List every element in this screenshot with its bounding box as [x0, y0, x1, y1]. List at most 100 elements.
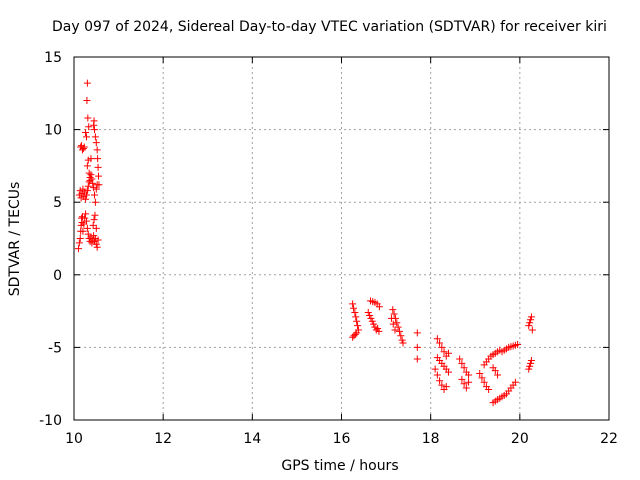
data-point	[79, 185, 87, 193]
data-point	[81, 214, 89, 222]
data-point	[74, 245, 82, 253]
data-point	[83, 162, 91, 170]
data-point	[368, 317, 376, 325]
data-point	[93, 243, 101, 251]
data-point	[445, 368, 452, 376]
data-point	[351, 330, 359, 338]
data-point	[84, 114, 92, 122]
data-point	[460, 364, 468, 372]
data-point	[90, 117, 98, 125]
data-point	[91, 191, 99, 199]
y-tick-label: -10	[39, 413, 62, 429]
data-point	[494, 371, 502, 379]
data-point	[442, 383, 450, 391]
data-point	[445, 349, 452, 357]
data-point	[440, 348, 448, 356]
data-point	[375, 303, 383, 311]
data-point	[391, 326, 399, 334]
data-point	[353, 317, 361, 325]
data-point	[399, 339, 407, 347]
data-point	[527, 356, 535, 364]
data-point	[528, 326, 536, 334]
data-point	[491, 367, 499, 375]
data-point	[89, 221, 97, 229]
x-axis-label: GPS time / hours	[281, 458, 398, 474]
data-point	[91, 198, 99, 206]
data-point	[87, 171, 95, 179]
data-point	[485, 386, 493, 394]
grid	[74, 57, 609, 420]
data-point	[85, 235, 93, 242]
y-tick-label: -5	[48, 340, 62, 356]
data-point	[436, 377, 444, 385]
data-point	[389, 320, 397, 328]
y-tick-label: 0	[53, 268, 62, 284]
data-point	[91, 126, 99, 134]
data-point	[394, 323, 402, 331]
data-point	[397, 332, 405, 340]
data-point	[433, 335, 441, 343]
data-point	[78, 146, 86, 154]
data-point	[366, 311, 374, 319]
data-point	[354, 326, 362, 334]
data-point	[82, 133, 90, 141]
data-point	[462, 384, 470, 392]
y-tick-label: 10	[44, 123, 62, 139]
data-points	[74, 79, 536, 407]
data-point	[526, 319, 534, 327]
data-point	[465, 371, 473, 379]
data-point	[478, 374, 486, 382]
data-point	[352, 313, 360, 321]
data-point	[465, 378, 473, 386]
data-point	[94, 236, 102, 244]
data-point	[354, 322, 362, 330]
data-point	[87, 155, 95, 163]
data-point	[82, 210, 90, 218]
data-point	[527, 316, 535, 324]
data-point	[525, 365, 533, 373]
data-point	[351, 309, 359, 317]
data-point	[349, 300, 357, 308]
data-point	[413, 329, 421, 337]
data-point	[83, 187, 91, 195]
data-point	[456, 355, 464, 363]
x-tick-label: 16	[333, 431, 351, 447]
data-point	[90, 216, 98, 224]
data-point	[526, 362, 534, 370]
data-point	[389, 306, 397, 314]
data-point	[83, 224, 91, 232]
data-point	[82, 195, 90, 203]
data-point	[83, 79, 91, 87]
data-point	[91, 211, 99, 219]
y-axis-label: SDTVAR / TECUs	[7, 182, 23, 297]
data-point	[367, 314, 375, 322]
data-point	[514, 340, 522, 348]
data-point	[90, 232, 98, 240]
data-point	[85, 123, 93, 131]
axis-ticks: 10 12 14 16 18 20 22 -10 -5 0 5 10 15	[39, 50, 618, 447]
data-point	[438, 343, 446, 351]
data-point	[398, 336, 406, 344]
x-tick-label: 22	[600, 431, 618, 447]
data-point	[374, 325, 382, 333]
data-point	[511, 378, 519, 386]
data-point	[370, 320, 378, 328]
data-point	[375, 327, 383, 335]
data-point	[458, 359, 466, 367]
x-tick-label: 20	[511, 431, 529, 447]
data-point	[82, 191, 90, 199]
data-point	[92, 139, 100, 147]
x-tick-label: 10	[65, 431, 83, 447]
data-point	[431, 365, 439, 373]
data-point	[527, 313, 535, 321]
data-point	[91, 133, 99, 141]
data-point	[350, 304, 358, 312]
data-point	[480, 378, 488, 386]
data-point	[390, 310, 398, 318]
data-point	[458, 375, 466, 383]
x-tick-label: 12	[154, 431, 172, 447]
data-point	[93, 181, 101, 189]
data-point	[438, 381, 446, 389]
data-point	[393, 319, 401, 327]
data-point	[94, 155, 102, 163]
